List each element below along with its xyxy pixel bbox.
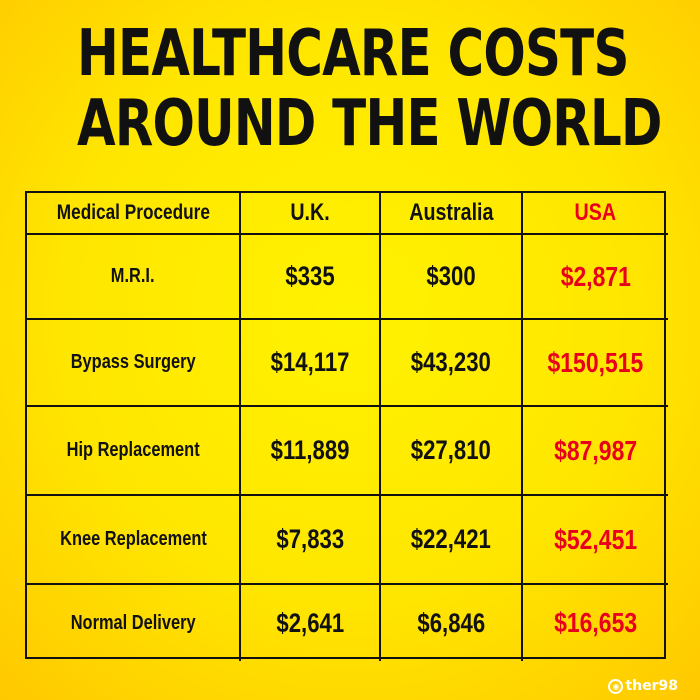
procedure-name-text: Hip Replacement xyxy=(66,439,200,461)
cost-cell-usa: $52,451 xyxy=(523,496,668,585)
cost-cell-uk: $335 xyxy=(241,235,381,320)
cost-cell-usa: $2,871 xyxy=(523,235,668,320)
cost-cell-usa: $16,653 xyxy=(523,585,668,661)
procedure-name: M.R.I. xyxy=(27,235,241,320)
cost-cell-uk-text: $11,889 xyxy=(270,435,350,465)
cost-cell-uk: $14,117 xyxy=(241,320,381,407)
brand-name: ther98 xyxy=(625,678,678,694)
cost-cell-australia: $300 xyxy=(381,235,523,320)
column-header-australia: Australia xyxy=(381,193,523,235)
procedure-name-text: Bypass Surgery xyxy=(70,351,196,373)
title-line-1: HEALTHCARE COSTS xyxy=(77,17,629,91)
cost-cell-australia-text: $27,810 xyxy=(410,435,492,465)
cost-cell-australia: $6,846 xyxy=(381,585,523,661)
cost-cell-uk-text: $335 xyxy=(285,261,335,291)
procedure-name: Normal Delivery xyxy=(27,585,241,661)
column-header-uk: U.K. xyxy=(241,193,381,235)
cost-cell-usa-text: $52,451 xyxy=(554,523,637,555)
cost-cell-australia: $27,810 xyxy=(381,407,523,496)
column-header-procedure: Medical Procedure xyxy=(27,193,241,235)
procedure-name: Bypass Surgery xyxy=(27,320,241,407)
cost-cell-uk: $7,833 xyxy=(241,496,381,585)
cost-cell-usa-text: $16,653 xyxy=(554,607,637,638)
cost-cell-uk: $11,889 xyxy=(241,407,381,496)
cost-cell-australia-text: $6,846 xyxy=(417,607,485,638)
brand-logo-icon: ◉ xyxy=(608,678,624,694)
footer-brand: ◉ ther98 xyxy=(608,678,678,694)
column-header-usa-text: USA xyxy=(574,199,617,226)
cost-cell-usa-text: $87,987 xyxy=(554,434,637,466)
cost-cell-australia-text: $22,421 xyxy=(410,524,492,554)
cost-cell-australia: $22,421 xyxy=(381,496,523,585)
cost-cell-uk-text: $7,833 xyxy=(276,524,344,554)
procedure-name-text: Normal Delivery xyxy=(70,611,196,634)
cost-cell-uk-text: $14,117 xyxy=(270,347,350,377)
cost-cell-australia-text: $300 xyxy=(426,261,476,291)
column-header-usa: USA xyxy=(523,193,668,235)
cost-cell-uk: $2,641 xyxy=(241,585,381,661)
cost-table: Medical Procedure U.K. Australia USA M.R.I. $… xyxy=(25,191,668,661)
procedure-name-text: Knee Replacement xyxy=(59,528,207,550)
cost-cell-australia: $43,230 xyxy=(381,320,523,407)
column-header-australia-text: Australia xyxy=(408,199,494,226)
title-line-2: AROUND THE WORLD xyxy=(77,87,662,161)
cost-cell-usa: $150,515 xyxy=(523,320,668,407)
column-header-procedure-text: Medical Procedure xyxy=(56,201,210,224)
procedure-name: Hip Replacement xyxy=(27,407,241,496)
column-header-uk-text: U.K. xyxy=(290,199,330,226)
procedure-name-text: M.R.I. xyxy=(111,265,155,287)
cost-cell-usa-text: $150,515 xyxy=(547,346,644,378)
cost-cell-australia-text: $43,230 xyxy=(410,347,492,377)
procedure-name: Knee Replacement xyxy=(27,496,241,585)
cost-cell-usa-text: $2,871 xyxy=(560,260,631,292)
cost-cell-usa: $87,987 xyxy=(523,407,668,496)
cost-cell-uk-text: $2,641 xyxy=(276,607,344,638)
